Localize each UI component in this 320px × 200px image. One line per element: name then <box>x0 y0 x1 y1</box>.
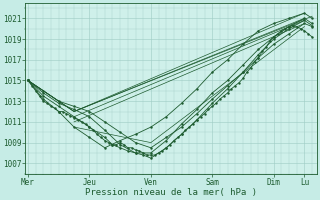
X-axis label: Pression niveau de la mer( hPa ): Pression niveau de la mer( hPa ) <box>85 188 257 197</box>
